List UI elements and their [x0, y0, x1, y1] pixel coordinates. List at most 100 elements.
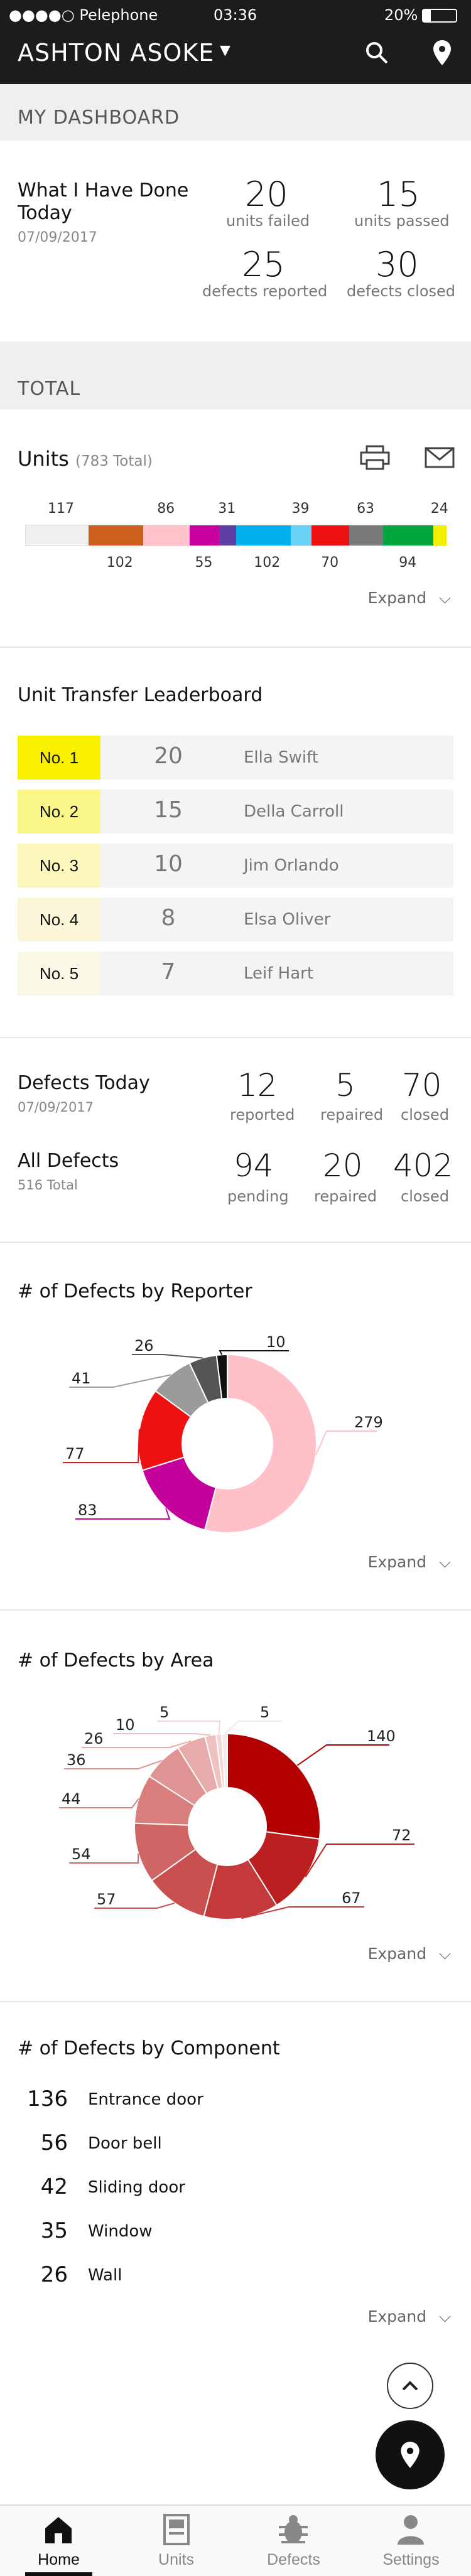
area-expand-button[interactable]: Expand ⌵ [368, 1945, 451, 1963]
leaderboard-row[interactable]: No. 1 20 Ella Swift [18, 736, 453, 780]
leaderboard-row[interactable]: No. 5 7 Leif Hart [18, 952, 453, 996]
units-bar-segment [143, 525, 190, 545]
donut-leader-line [315, 1430, 377, 1456]
chevron-down-icon: ⌵ [439, 589, 451, 607]
location-fab[interactable] [376, 2420, 445, 2489]
units-expand-button[interactable]: Expand ⌵ [368, 589, 451, 608]
area-chart-wrapper: 140 72 67 57 54 44 36 26 10 5 5 [0, 1695, 471, 1946]
defects-repaired-value: 20 [323, 1147, 363, 1184]
chevron-down-icon: ▼ [220, 43, 230, 58]
tab-defects[interactable]: Defects [235, 2506, 352, 2576]
divider [0, 647, 471, 648]
component-count: 26 [40, 2262, 68, 2287]
units-bar-segment [383, 525, 434, 545]
units-bottom-labels: 102 55 102 70 94 [0, 555, 471, 574]
stat-defects-reported-value: 25 [242, 245, 285, 284]
component-count: 136 [27, 2086, 68, 2112]
stat-defects-closed-value: 30 [376, 245, 419, 284]
leaderboard-name: Della Carroll [244, 802, 344, 821]
donut-leader-line [69, 1853, 139, 1864]
component-name: Sliding door [88, 2178, 185, 2197]
app-header: ●●●●○ Pelephone 03:36 20% ASHTON ASOKE ▼ [0, 0, 471, 84]
chevron-down-icon: ⌵ [439, 2307, 451, 2326]
leaderboard-count: 8 [161, 905, 176, 931]
units-segment-label: 117 [48, 501, 75, 517]
units-bar-segment [433, 525, 447, 545]
header-title-dropdown[interactable]: ASHTON ASOKE ▼ [18, 38, 244, 69]
component-name: Wall [88, 2266, 122, 2285]
donut-value-label: 44 [62, 1790, 81, 1808]
tab-label: Settings [382, 2551, 440, 2568]
donut-leader-line [113, 1733, 211, 1736]
donut-leader-line [241, 1906, 364, 1919]
defects-pending-label: pending [227, 1188, 289, 1205]
leaderboard-row[interactable]: No. 4 8 Elsa Oliver [18, 898, 453, 942]
donut-value-label: 67 [342, 1889, 361, 1907]
component-expand-button[interactable]: Expand ⌵ [368, 2307, 451, 2326]
donut-value-label: 5 [160, 1704, 169, 1721]
donut-leader-line [64, 1759, 163, 1769]
battery-icon [422, 9, 457, 23]
units-segment-label: 63 [357, 501, 375, 517]
donut-leader-line [305, 1843, 414, 1877]
units-title-text: Units [18, 447, 69, 471]
donut-value-label: 72 [392, 1827, 411, 1844]
printer-icon[interactable] [359, 444, 391, 471]
donut-leader-line [224, 1720, 283, 1734]
search-icon[interactable] [364, 40, 389, 65]
units-bar-segment [89, 525, 144, 545]
leaderboard-row[interactable]: No. 2 15 Della Carroll [18, 790, 453, 834]
tab-units[interactable]: Units [117, 2506, 235, 2576]
defects-closed-label: closed [401, 1188, 450, 1205]
defects-closed-today-value: 70 [402, 1067, 442, 1103]
battery-label: 20% [384, 6, 418, 24]
donut-value-label: 41 [72, 1370, 91, 1387]
expand-label: Expand [367, 1553, 427, 1571]
user-icon [398, 2515, 424, 2545]
mail-icon[interactable] [425, 447, 455, 468]
units-segment-label: 86 [157, 501, 175, 517]
reporter-chart-title: # of Defects by Reporter [18, 1280, 252, 1302]
status-time: 03:36 [214, 6, 257, 24]
scroll-to-top-button[interactable] [387, 2363, 433, 2409]
component-name: Entrance door [88, 2090, 203, 2109]
units-bar-segment [236, 525, 291, 545]
location-pin-icon [401, 2442, 420, 2468]
chevron-down-icon: ⌵ [439, 1945, 451, 1963]
reporter-expand-button[interactable]: Expand ⌵ [368, 1553, 451, 1572]
donut-leader-line [69, 1374, 171, 1388]
chevron-down-icon: ⌵ [439, 1553, 451, 1571]
units-title: Units (783 Total) [18, 447, 153, 471]
tab-label: Units [158, 2551, 194, 2568]
donut-value-label: 10 [266, 1333, 286, 1351]
bug-icon [279, 2515, 308, 2543]
donut-slice [203, 1353, 317, 1533]
leaderboard-title: Unit Transfer Leaderboard [18, 684, 263, 706]
divider [0, 1242, 471, 1243]
expand-label: Expand [367, 2307, 427, 2326]
leaderboard-row[interactable]: No. 3 10 Jim Orlando [18, 844, 453, 888]
donut-value-label: 279 [354, 1414, 383, 1431]
units-segment-label: 24 [430, 501, 448, 517]
stat-units-passed-label: units passed [354, 212, 450, 230]
donut-slice [227, 1732, 321, 1840]
donut-value-label: 77 [65, 1445, 85, 1462]
defects-closed-value: 402 [393, 1147, 453, 1184]
units-segment-label: 102 [254, 555, 281, 571]
donut-value-label: 57 [97, 1891, 116, 1908]
stat-units-failed-value: 20 [245, 174, 288, 214]
donut-leader-line [59, 1798, 139, 1808]
tab-settings[interactable]: Settings [352, 2506, 470, 2576]
component-count: 35 [40, 2218, 68, 2243]
donut-leader-line [75, 1508, 171, 1520]
units-bar-segment [290, 525, 312, 545]
location-pin-icon[interactable] [432, 39, 452, 67]
all-defects-total: 516 Total [18, 1178, 78, 1193]
chevron-up-icon [402, 2381, 418, 2391]
carrier-label: ●●●●○ Pelephone [9, 6, 158, 24]
tab-home[interactable]: Home [0, 2506, 117, 2576]
defects-repaired-today-label: repaired [320, 1106, 384, 1124]
units-segment-label: 94 [399, 555, 417, 571]
defects-repaired-label: repaired [314, 1188, 377, 1205]
leaderboard-name: Leif Hart [244, 964, 314, 983]
